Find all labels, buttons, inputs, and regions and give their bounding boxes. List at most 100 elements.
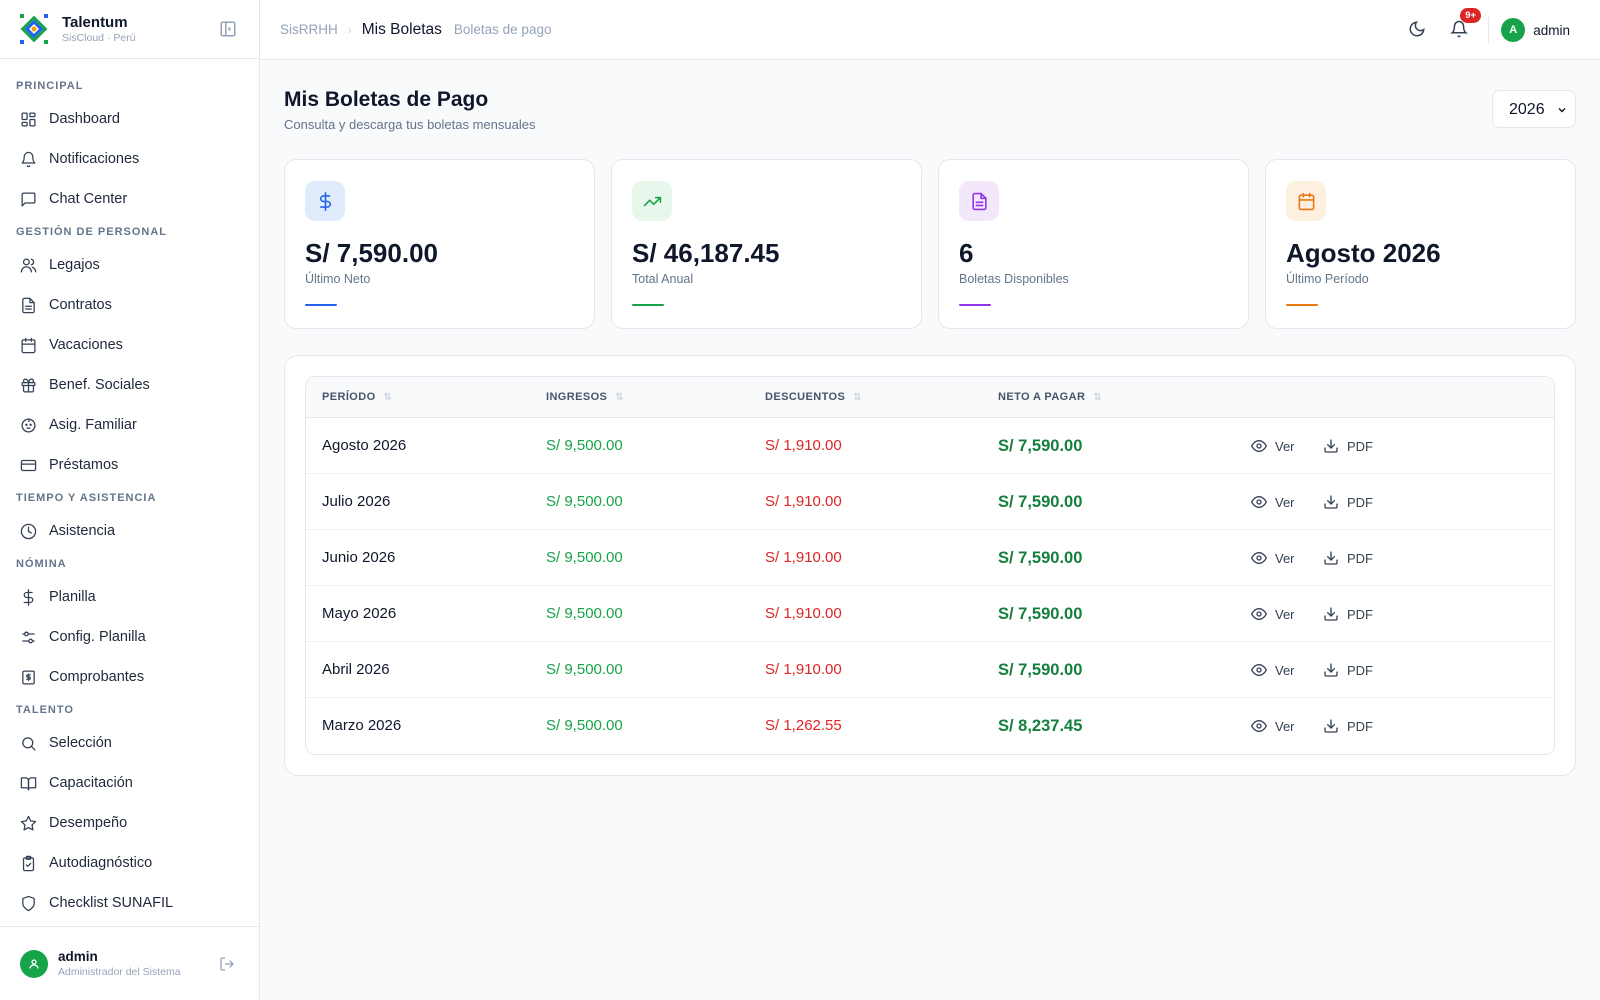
sidebar-item-label: Notificaciones xyxy=(49,151,140,167)
nav-section-talento: TALENTO xyxy=(16,704,74,716)
stat-value: Agosto 2026 xyxy=(1286,238,1441,268)
nav-section-principal: PRINCIPAL xyxy=(16,80,84,92)
file-icon xyxy=(20,297,37,314)
pdf-download-button[interactable]: PDF xyxy=(1323,661,1373,679)
sidebar-item-label: Legajos xyxy=(49,257,100,273)
sidebar-item-planilla[interactable]: Planilla xyxy=(0,577,259,617)
dark-mode-toggle-icon[interactable] xyxy=(1408,20,1428,40)
header-avatar[interactable]: A xyxy=(1501,18,1526,42)
sidebar-item-chat-center[interactable]: Chat Center xyxy=(0,179,259,219)
table-row: Marzo 2026 S/ 9,500.00 S/ 1,262.55 S/ 8,237… xyxy=(306,698,1554,754)
cell-ingresos: S/ 9,500.00 xyxy=(546,605,623,622)
sidebar-item-label: Autodiagnóstico xyxy=(49,855,153,871)
sidebar-nav: PRINCIPAL Dashboard Notificaciones Chat Cen… xyxy=(0,59,259,923)
cell-neto: S/ 7,590.00 xyxy=(998,549,1083,567)
pdf-download-button[interactable]: PDF xyxy=(1323,437,1373,455)
pdf-download-button[interactable]: PDF xyxy=(1323,717,1373,735)
sidebar-item-capacitacion[interactable]: Capacitación xyxy=(0,763,259,803)
notification-badge: 9+ xyxy=(1460,8,1482,23)
user-avatar-icon xyxy=(20,949,48,978)
stat-accent-line xyxy=(1286,304,1318,306)
nav-section-tiempo-y-asistencia: TIEMPO Y ASISTENCIA xyxy=(16,492,157,504)
stats-row: S/ 7,590.00 Último Neto S/ 46,187.45 Total … xyxy=(284,159,1576,329)
year-select[interactable]: 2026 xyxy=(1492,90,1576,128)
sidebar-item-seleccion[interactable]: Selección xyxy=(0,723,259,763)
footer-user-role: Administrador del Sistema xyxy=(58,966,181,978)
sidebar-item-legajos[interactable]: Legajos xyxy=(0,245,259,285)
sort-icon: ⇅ xyxy=(383,392,393,403)
view-button[interactable]: Ver xyxy=(1251,493,1295,511)
th-descuentos[interactable]: DESCUENTOS ⇅ xyxy=(765,391,862,403)
cell-descuentos: S/ 1,910.00 xyxy=(765,605,842,622)
notifications-bell-icon[interactable]: 9+ xyxy=(1449,8,1482,40)
sidebar-item-prestamos[interactable]: Préstamos xyxy=(0,445,259,485)
view-button[interactable]: Ver xyxy=(1251,717,1295,735)
calendar-icon xyxy=(20,337,37,354)
sidebar-item-label: Chat Center xyxy=(49,191,128,207)
pdf-download-button[interactable]: PDF xyxy=(1323,549,1373,567)
pdf-download-button[interactable]: PDF xyxy=(1323,493,1373,511)
breadcrumb-current: Mis Boletas xyxy=(361,20,442,38)
sidebar-item-label: Asig. Familiar xyxy=(49,417,137,433)
stat-label: Total Anual xyxy=(632,272,694,286)
download-icon xyxy=(1323,662,1347,678)
header-divider xyxy=(1488,17,1490,43)
pdf-download-button[interactable]: PDF xyxy=(1323,605,1373,623)
cell-descuentos: S/ 1,910.00 xyxy=(765,493,842,510)
breadcrumb-separator-icon: › xyxy=(347,22,352,37)
sidebar-item-asistencia[interactable]: Asistencia xyxy=(0,511,259,551)
sidebar-item-notificaciones[interactable]: Notificaciones xyxy=(0,139,259,179)
eye-icon xyxy=(1251,494,1275,510)
topbar: SisRRHH › Mis Boletas Boletas de pago 9+… xyxy=(260,0,1600,60)
view-button[interactable]: Ver xyxy=(1251,605,1295,623)
sidebar-item-dashboard[interactable]: Dashboard xyxy=(0,99,259,139)
sidebar-item-comprobantes[interactable]: Comprobantes xyxy=(0,657,259,697)
sidebar-item-asig-familiar[interactable]: Asig. Familiar xyxy=(0,405,259,445)
sidebar-item-benef-sociales[interactable]: Benef. Sociales xyxy=(0,365,259,405)
shield-icon xyxy=(20,895,37,912)
logout-icon[interactable] xyxy=(219,956,235,972)
calendar-icon xyxy=(1286,181,1326,221)
table-body: Agosto 2026 S/ 9,500.00 S/ 1,910.00 S/ 7,59… xyxy=(306,418,1554,754)
brand[interactable]: Talentum SisCloud · Perú xyxy=(0,0,259,59)
view-button[interactable]: Ver xyxy=(1251,437,1295,455)
clipboard-icon xyxy=(20,855,37,872)
sidebar-item-contratos[interactable]: Contratos xyxy=(0,285,259,325)
view-button[interactable]: Ver xyxy=(1251,661,1295,679)
chat-icon xyxy=(20,191,37,208)
sidebar-item-autodiagnostico[interactable]: Autodiagnóstico xyxy=(0,843,259,883)
th-periodo[interactable]: PERÍODO ⇅ xyxy=(322,391,393,403)
trend-up-icon xyxy=(632,181,672,221)
sidebar-item-label: Benef. Sociales xyxy=(49,377,150,393)
eye-icon xyxy=(1251,718,1275,734)
stat-value: S/ 7,590.00 xyxy=(305,238,438,268)
sidebar-item-label: Config. Planilla xyxy=(49,629,146,645)
brand-name: Talentum xyxy=(62,13,128,31)
eye-icon xyxy=(1251,550,1275,566)
header-user-name[interactable]: admin xyxy=(1533,22,1570,38)
sidebar-item-config-planilla[interactable]: Config. Planilla xyxy=(0,617,259,657)
sidebar-item-desempeno[interactable]: Desempeño xyxy=(0,803,259,843)
view-button[interactable]: Ver xyxy=(1251,549,1295,567)
sidebar-item-label: Checklist SUNAFIL xyxy=(49,895,174,911)
baby-icon xyxy=(20,417,37,434)
th-ingresos[interactable]: INGRESOS ⇅ xyxy=(546,391,625,403)
breadcrumb-root[interactable]: SisRRHH xyxy=(280,22,338,37)
document-icon xyxy=(959,181,999,221)
th-neto[interactable]: NETO A PAGAR ⇅ xyxy=(998,391,1103,403)
table-row: Mayo 2026 S/ 9,500.00 S/ 1,910.00 S/ 7,590.… xyxy=(306,586,1554,642)
page-title: Mis Boletas de Pago xyxy=(284,88,489,111)
stat-value: S/ 46,187.45 xyxy=(632,238,780,268)
talentum-logo-icon xyxy=(20,14,48,44)
sidebar-item-label: Planilla xyxy=(49,589,96,605)
download-icon xyxy=(1323,438,1347,454)
cell-neto: S/ 7,590.00 xyxy=(998,605,1083,623)
search-icon xyxy=(20,735,37,752)
cell-descuentos: S/ 1,262.55 xyxy=(765,717,842,734)
stat-accent-line xyxy=(632,304,664,306)
download-icon xyxy=(1323,606,1347,622)
sidebar-collapse-icon[interactable] xyxy=(219,20,237,38)
stat-card-ultimo-neto: S/ 7,590.00 Último Neto xyxy=(284,159,595,329)
sidebar-item-vacaciones[interactable]: Vacaciones xyxy=(0,325,259,365)
sidebar-item-checklist-sunafil[interactable]: Checklist SUNAFIL xyxy=(0,883,259,923)
